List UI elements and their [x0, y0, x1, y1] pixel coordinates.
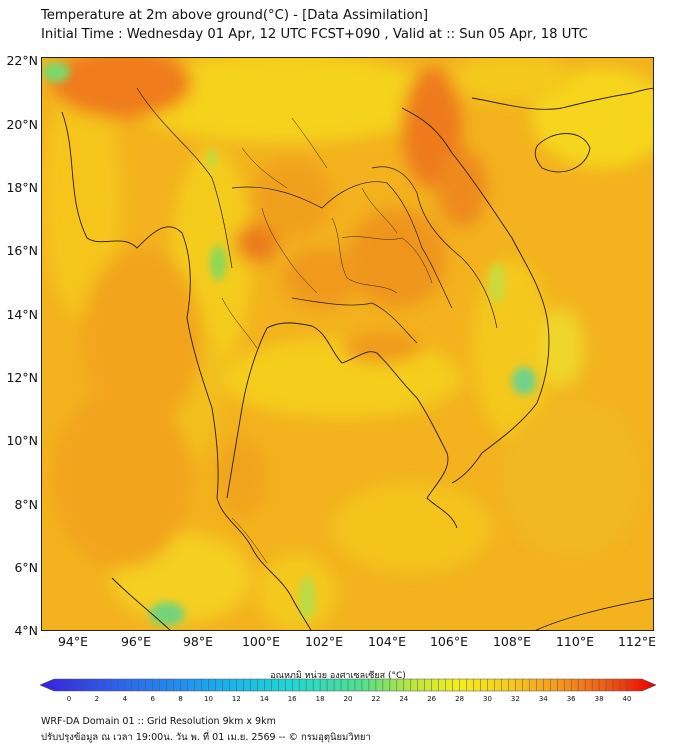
colorbar-tick-18: 18 [315, 695, 325, 703]
temperature-map[interactable] [41, 57, 654, 631]
lat-label-14n: 14°N [6, 307, 38, 322]
lat-label-8n: 8°N [14, 497, 38, 512]
map-title: Temperature at 2m above ground(°C) - [Da… [41, 8, 429, 23]
colorbar-tick-8: 8 [178, 695, 183, 703]
lon-label-112e: 112°E [617, 634, 656, 649]
lat-label-6n: 6°N [14, 560, 38, 575]
colorbar-tick-4: 4 [122, 695, 128, 703]
colorbar-tick-26: 26 [427, 695, 437, 703]
field-warm-cool-patches [42, 58, 653, 630]
colorbar-title: อุณหภูมิ หน่วย องศาเซลเซียส (°C) [270, 671, 406, 681]
lat-label-10n: 10°N [6, 433, 38, 448]
lon-label-98e: 98°E [182, 634, 214, 649]
colorbar-tick-14: 14 [259, 695, 269, 703]
lat-label-16n: 16°N [6, 243, 38, 258]
map-subtitle-valid-time: Initial Time : Wednesday 01 Apr, 12 UTC … [41, 27, 588, 42]
lat-label-22n: 22°N [6, 53, 38, 68]
colorbar-tick-30: 30 [483, 695, 492, 703]
lat-label-12n: 12°N [6, 370, 38, 385]
lat-label-4n: 4°N [14, 623, 38, 638]
lon-label-104e: 104°E [367, 634, 406, 649]
colorbar-tick-20: 20 [343, 695, 353, 703]
temperature-field-svg [42, 58, 653, 630]
footer-update-info: ปรับปรุงข้อมูล ณ เวลา 19:00น. วัน พ. ที่… [41, 732, 371, 743]
colorbar-tick-10: 10 [204, 695, 213, 703]
colorbar-tick-2: 2 [94, 695, 100, 703]
colorbar-tick-12: 12 [231, 695, 241, 703]
lon-label-110e: 110°E [555, 634, 594, 649]
field-green-cool-spots [42, 62, 536, 626]
colorbar-tick-36: 36 [566, 695, 576, 703]
lon-label-96e: 96°E [120, 634, 152, 649]
lon-label-102e: 102°E [304, 634, 343, 649]
colorbar-tick-34: 34 [538, 695, 548, 703]
lon-label-94e: 94°E [57, 634, 89, 649]
colorbar-tick-28: 28 [455, 695, 465, 703]
lat-label-18n: 18°N [6, 180, 38, 195]
lon-label-108e: 108°E [492, 634, 531, 649]
footer-model-info: WRF-DA Domain 01 :: Grid Resolution 9km … [41, 716, 276, 727]
lon-label-106e: 106°E [429, 634, 468, 649]
colorbar-tick-32: 32 [510, 695, 520, 703]
colorbar-tick-16: 16 [287, 695, 297, 703]
colorbar [40, 678, 656, 692]
colorbar-tick-22: 22 [371, 695, 381, 703]
colorbar-tick-40: 40 [622, 695, 632, 703]
lat-label-20n: 20°N [6, 117, 38, 132]
coastline-and-borders [61, 87, 653, 630]
lon-label-100e: 100°E [241, 634, 280, 649]
colorbar-tick-6: 6 [150, 695, 155, 703]
colorbar-tick-0: 0 [66, 695, 72, 703]
colorbar-tick-38: 38 [594, 695, 604, 703]
colorbar-tick-24: 24 [399, 695, 409, 703]
